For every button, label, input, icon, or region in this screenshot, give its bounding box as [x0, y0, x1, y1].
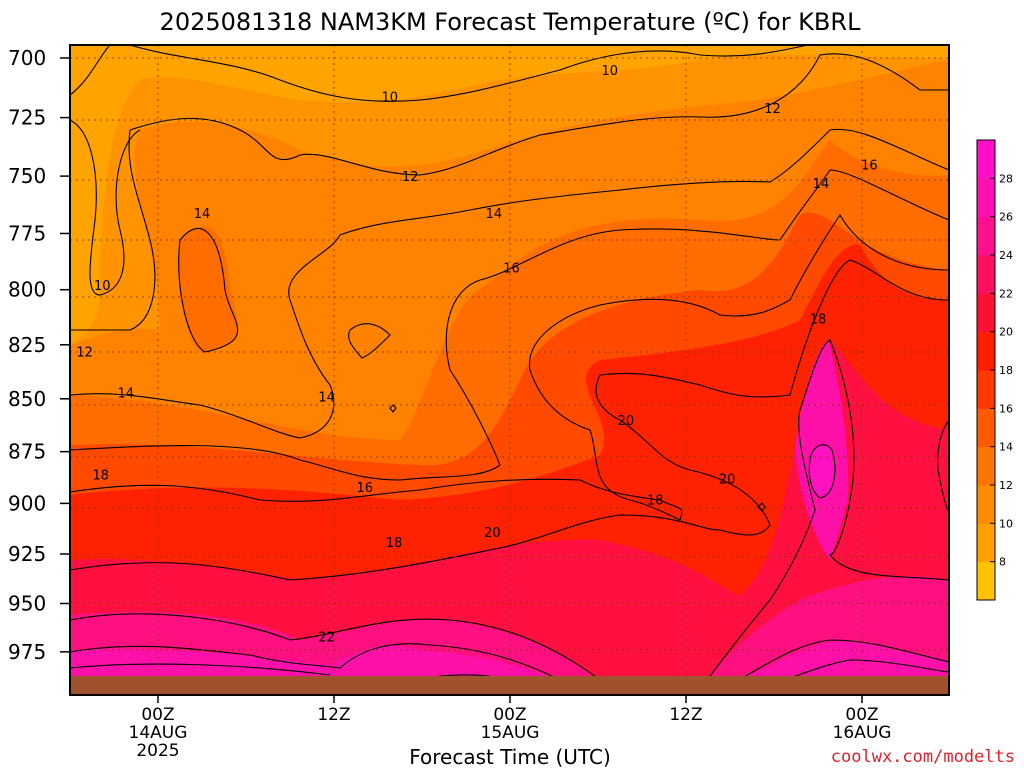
y-tick-label: 875 — [8, 440, 46, 464]
colorbar-swatch — [977, 446, 995, 486]
x-tick-label: 12Z — [669, 705, 702, 725]
colorbar-swatch — [977, 140, 995, 179]
y-tick-label: 925 — [8, 542, 46, 566]
contour-label: 14 — [117, 386, 134, 401]
x-tick-label: 00Z — [141, 705, 174, 725]
contour-label: 18 — [647, 493, 664, 508]
y-tick-label: 900 — [8, 491, 46, 515]
contour-16 — [70, 169, 949, 481]
contour-label: 12 — [402, 170, 419, 185]
contour-label: 10 — [94, 279, 111, 294]
contour-10-left — [70, 119, 141, 296]
colorbar-swatch — [977, 331, 995, 371]
x-tick-date: 15AUG — [481, 723, 540, 743]
colorbar-label: 14 — [999, 441, 1013, 454]
y-tick-label: 975 — [8, 640, 46, 664]
contour-20 — [70, 259, 949, 581]
colorbar-swatch — [977, 408, 995, 448]
y-tick-label: 775 — [8, 221, 46, 245]
colorbar-swatch — [977, 293, 995, 333]
band-16-blob — [178, 226, 239, 352]
colorbar-label: 10 — [999, 517, 1013, 530]
contour-small-loop — [389, 404, 397, 413]
contour-10-top — [70, 45, 811, 102]
colorbar-label: 22 — [999, 287, 1013, 300]
colorbar-label: 26 — [999, 211, 1013, 224]
contour-label: 12 — [764, 102, 781, 117]
ground-surface — [70, 676, 949, 695]
y-tick-label: 725 — [8, 106, 46, 130]
y-tick-label: 825 — [8, 333, 46, 357]
colorbar-swatch — [977, 178, 995, 218]
chart-title: 2025081318 NAM3KM Forecast Temperature (… — [160, 8, 862, 36]
contour-label: 10 — [601, 64, 618, 79]
band-30-core — [809, 444, 835, 498]
x-tick-label: 00Z — [845, 705, 878, 725]
contour-label: 14 — [194, 207, 211, 222]
x-tick-date: 16AUG — [833, 723, 892, 743]
band-22 — [70, 340, 949, 695]
colorbar-label: 24 — [999, 249, 1013, 262]
colorbar-swatch — [977, 216, 995, 256]
colorbar-swatch — [977, 370, 995, 409]
contour-label: 14 — [318, 391, 335, 406]
y-axis: 700 725 750 775 800 825 850 875 900 925 950 975 — [8, 46, 70, 664]
band-20-right-wedge — [938, 420, 949, 512]
colorbar-swatch — [977, 561, 995, 601]
contour-24 — [70, 639, 949, 691]
y-tick-label: 950 — [8, 592, 46, 616]
colorbar-label: 16 — [999, 402, 1013, 415]
contour-16-blob — [348, 323, 391, 359]
y-tick-label: 800 — [8, 278, 46, 302]
contour-18 — [70, 213, 949, 521]
colorbar-label: 18 — [999, 364, 1013, 377]
colorbar-label: 12 — [999, 479, 1013, 492]
y-tick-label: 700 — [8, 46, 46, 70]
contour-label: 18 — [93, 469, 110, 484]
x-tick-date: 14AUG — [129, 723, 188, 743]
contour-label: 16 — [503, 261, 520, 276]
colorbar-swatch — [977, 255, 995, 294]
contour-lines — [70, 45, 949, 691]
contour-14-main — [70, 128, 949, 439]
colorbar-swatch — [977, 523, 995, 563]
contour-label: 18 — [810, 312, 827, 327]
credit-text: coolwx.com/modelts — [831, 747, 1015, 767]
contour-labels: 10 10 10 12 12 12 14 14 14 14 14 16 16 16 18 18 18 18 20 20… — [76, 64, 877, 645]
contour-22 — [70, 339, 949, 691]
contour-label: 10 — [381, 90, 398, 105]
gridlines — [70, 45, 949, 676]
contour-label: 20 — [719, 473, 736, 488]
colorbar-swatch — [977, 485, 995, 524]
contour-12 — [70, 53, 949, 331]
y-tick-label: 850 — [8, 387, 46, 411]
contour-small-loop-2 — [757, 502, 766, 512]
x-tick-label: 00Z — [493, 705, 526, 725]
contour-label: 16 — [861, 158, 878, 173]
colorbar-label: 28 — [999, 172, 1013, 185]
x-tick-year: 2025 — [136, 741, 179, 761]
contour-label: 20 — [618, 414, 635, 429]
colorbar-label: 8 — [999, 556, 1006, 569]
contour-22-inner — [808, 444, 836, 499]
colorbar-label: 20 — [999, 326, 1013, 339]
contour-label: 14 — [813, 177, 830, 192]
contour-label: 16 — [357, 481, 374, 496]
x-axis-label: Forecast Time (UTC) — [409, 745, 611, 768]
contour-14-blob — [178, 228, 239, 353]
colorbar: 8 10 12 14 16 18 20 22 24 26 28 — [976, 139, 1013, 601]
y-tick-label: 750 — [8, 164, 46, 188]
contour-label: 22 — [318, 631, 335, 646]
contour-label: 18 — [386, 536, 403, 551]
contour-label: 12 — [76, 345, 93, 360]
contour-label: 20 — [484, 526, 501, 541]
x-tick-label: 12Z — [317, 705, 350, 725]
contour-label: 14 — [486, 207, 503, 222]
